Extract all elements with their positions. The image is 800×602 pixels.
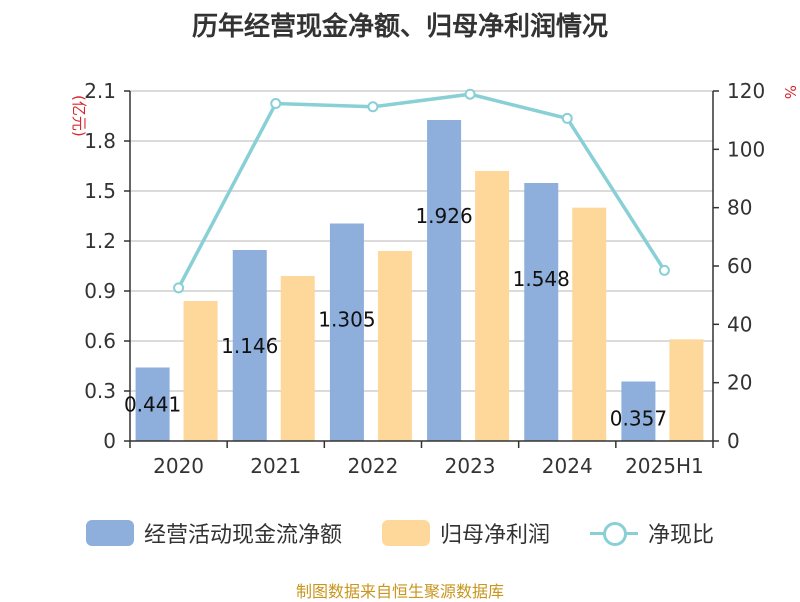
grid-lines [130,90,713,392]
bar-cashflow [621,381,656,441]
right-tick-label: 80 [727,196,752,220]
ratio-point [561,112,573,124]
bars [135,120,704,441]
legend-swatch-cashflow [85,520,134,546]
left-tick-label: 1.5 [84,179,116,203]
legend-item-cashflow[interactable]: 经营活动现金流净额 [85,517,342,549]
data-label-cashflow: 1.548 [513,267,570,291]
left-tick-label: 0.3 [84,379,116,403]
x-tick-label: 2020 [153,454,204,478]
bar-cashflow [329,223,364,441]
x-tick-label: 2022 [347,454,398,478]
ratio-point [367,101,379,113]
legend: 经营活动现金流净额 归母净利润 净现比 [0,517,800,549]
bar-netprofit [280,276,315,441]
left-tick-label: 0.6 [84,329,116,353]
left-tick-label: 0 [103,429,116,453]
data-labels: 0.441 1.146 1.305 1.926 1.548 0.357 [124,204,667,431]
left-tick-label: 0.9 [84,279,116,303]
legend-label-netprofit: 归母净利润 [439,523,550,548]
x-tick-label: 2024 [542,454,593,478]
legend-swatch-ratio [590,520,638,546]
legend-item-ratio[interactable]: 净现比 [590,517,714,549]
right-tick-label: 20 [727,371,752,395]
bar-cashflow [524,183,559,441]
bar-cashflow [232,250,267,441]
data-label-cashflow: 1.926 [415,204,472,228]
right-tick-label: 0 [727,429,740,453]
bar-netprofit [377,251,412,441]
data-label-cashflow: 1.146 [221,334,278,358]
legend-label-cashflow: 经营活动现金流净额 [143,523,342,548]
bar-netprofit [183,301,218,441]
x-tick-label: 2021 [250,454,301,478]
data-label-cashflow: 1.305 [318,308,375,332]
right-tick-label: 40 [727,312,752,336]
ratio-point [270,98,282,110]
bar-netprofit [669,339,704,441]
bar-netprofit [572,207,607,441]
right-axis-unit: % [781,85,799,99]
data-label-cashflow: 0.441 [124,393,181,417]
left-tick-label: 2.1 [84,79,116,103]
bar-cashflow [135,367,170,441]
x-tick-label: 2023 [445,454,496,478]
axes: 0 0.3 0.6 0.9 1.2 1.5 1.8 2.1 0 20 40 60 80 100 120 (亿元… [70,79,799,478]
chart-title: 历年经营现金净额、归母净利润情况 [191,12,608,42]
left-tick-label: 1.2 [84,229,116,253]
bar-netprofit [475,171,510,441]
legend-label-ratio: 净现比 [648,523,715,548]
right-tick-label: 120 [727,79,765,103]
left-tick-label: 1.8 [84,129,116,153]
legend-item-netprofit[interactable]: 归母净利润 [381,517,550,549]
ratio-point [464,88,476,100]
left-axis-unit: (亿元) [70,95,88,137]
ratio-point [658,264,670,276]
right-tick-label: 100 [727,137,765,161]
source-note: 制图数据来自恒生聚源数据库 [295,582,504,601]
bar-cashflow [427,120,462,441]
data-label-cashflow: 0.357 [610,407,667,431]
right-tick-label: 60 [727,254,752,278]
ratio-line-path [177,92,666,289]
ratio-line [173,88,670,294]
x-tick-label: 2025H1 [625,454,704,478]
legend-swatch-netprofit [381,520,430,546]
ratio-point [173,282,185,294]
